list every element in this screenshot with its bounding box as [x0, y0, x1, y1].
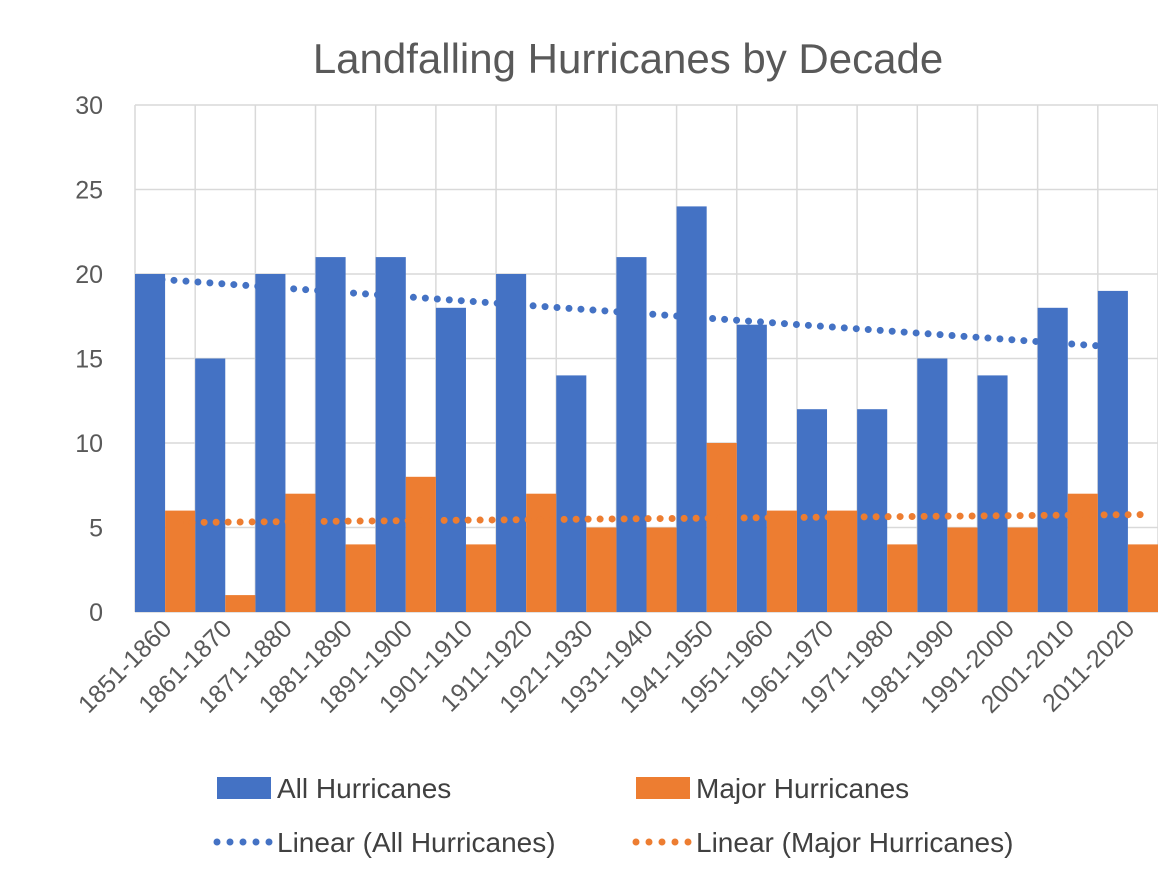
y-tick-label: 25: [75, 177, 103, 205]
y-tick-label: 30: [75, 92, 103, 120]
bar-major-hurricanes: [766, 510, 797, 612]
bar-all-hurricanes: [195, 358, 226, 612]
legend: All Hurricanes Major Hurricanes Linear (Al…: [213, 773, 1013, 858]
bar-all-hurricanes: [435, 307, 466, 612]
bar-all-hurricanes: [676, 206, 707, 612]
y-tick-label: 20: [75, 261, 103, 289]
trendline-major-hurricanes: [176, 511, 1147, 527]
bar-major-hurricanes: [1067, 493, 1098, 612]
legend-swatch: [217, 777, 271, 799]
y-axis-tick-labels: 0 5 10 15 20 25 30: [75, 92, 103, 627]
y-tick-label: 0: [89, 599, 103, 627]
legend-label: All Hurricanes: [277, 773, 451, 804]
bar-major-hurricanes: [526, 493, 557, 612]
bar-major-hurricanes: [285, 493, 316, 612]
bar-all-hurricanes: [977, 375, 1008, 612]
legend-label: Linear (All Hurricanes): [277, 827, 556, 858]
bar-all-hurricanes: [736, 324, 767, 612]
y-tick-label: 5: [89, 515, 103, 543]
bar-all-hurricanes: [857, 409, 888, 612]
bar-major-hurricanes: [465, 544, 497, 612]
bars: [135, 206, 1158, 612]
trendlines: [146, 275, 1147, 527]
y-tick-label: 10: [75, 430, 103, 458]
legend-swatch: [636, 777, 690, 799]
bar-all-hurricanes: [496, 274, 527, 612]
x-axis-tick-labels: 1851-18601861-18701871-18801881-18901891…: [73, 614, 1140, 718]
bar-all-hurricanes: [1097, 290, 1128, 612]
bar-all-hurricanes: [375, 257, 406, 612]
bar-major-hurricanes: [827, 510, 858, 612]
trendline-all-hurricanes: [146, 275, 1117, 351]
bar-all-hurricanes: [315, 257, 346, 612]
bar-all-hurricanes: [917, 358, 948, 612]
bar-major-hurricanes: [947, 527, 978, 612]
bar-all-hurricanes: [135, 274, 166, 612]
bar-major-hurricanes: [405, 476, 436, 612]
bar-major-hurricanes: [887, 544, 918, 612]
bar-all-hurricanes: [556, 375, 587, 612]
legend-label: Major Hurricanes: [696, 773, 909, 804]
bar-major-hurricanes: [586, 527, 617, 612]
bar-major-hurricanes: [646, 527, 677, 612]
y-tick-label: 15: [75, 346, 103, 374]
bar-major-hurricanes: [225, 595, 256, 612]
bar-major-hurricanes: [1007, 527, 1038, 612]
bar-all-hurricanes: [1037, 307, 1068, 612]
legend-label: Linear (Major Hurricanes): [696, 827, 1013, 858]
bar-major-hurricanes: [706, 443, 737, 612]
bar-major-hurricanes: [1127, 544, 1158, 612]
bar-all-hurricanes: [796, 409, 828, 612]
bar-major-hurricanes: [165, 510, 196, 612]
bar-major-hurricanes: [345, 544, 376, 612]
chart-title: Landfalling Hurricanes by Decade: [313, 35, 943, 82]
bar-all-hurricanes: [255, 274, 286, 612]
